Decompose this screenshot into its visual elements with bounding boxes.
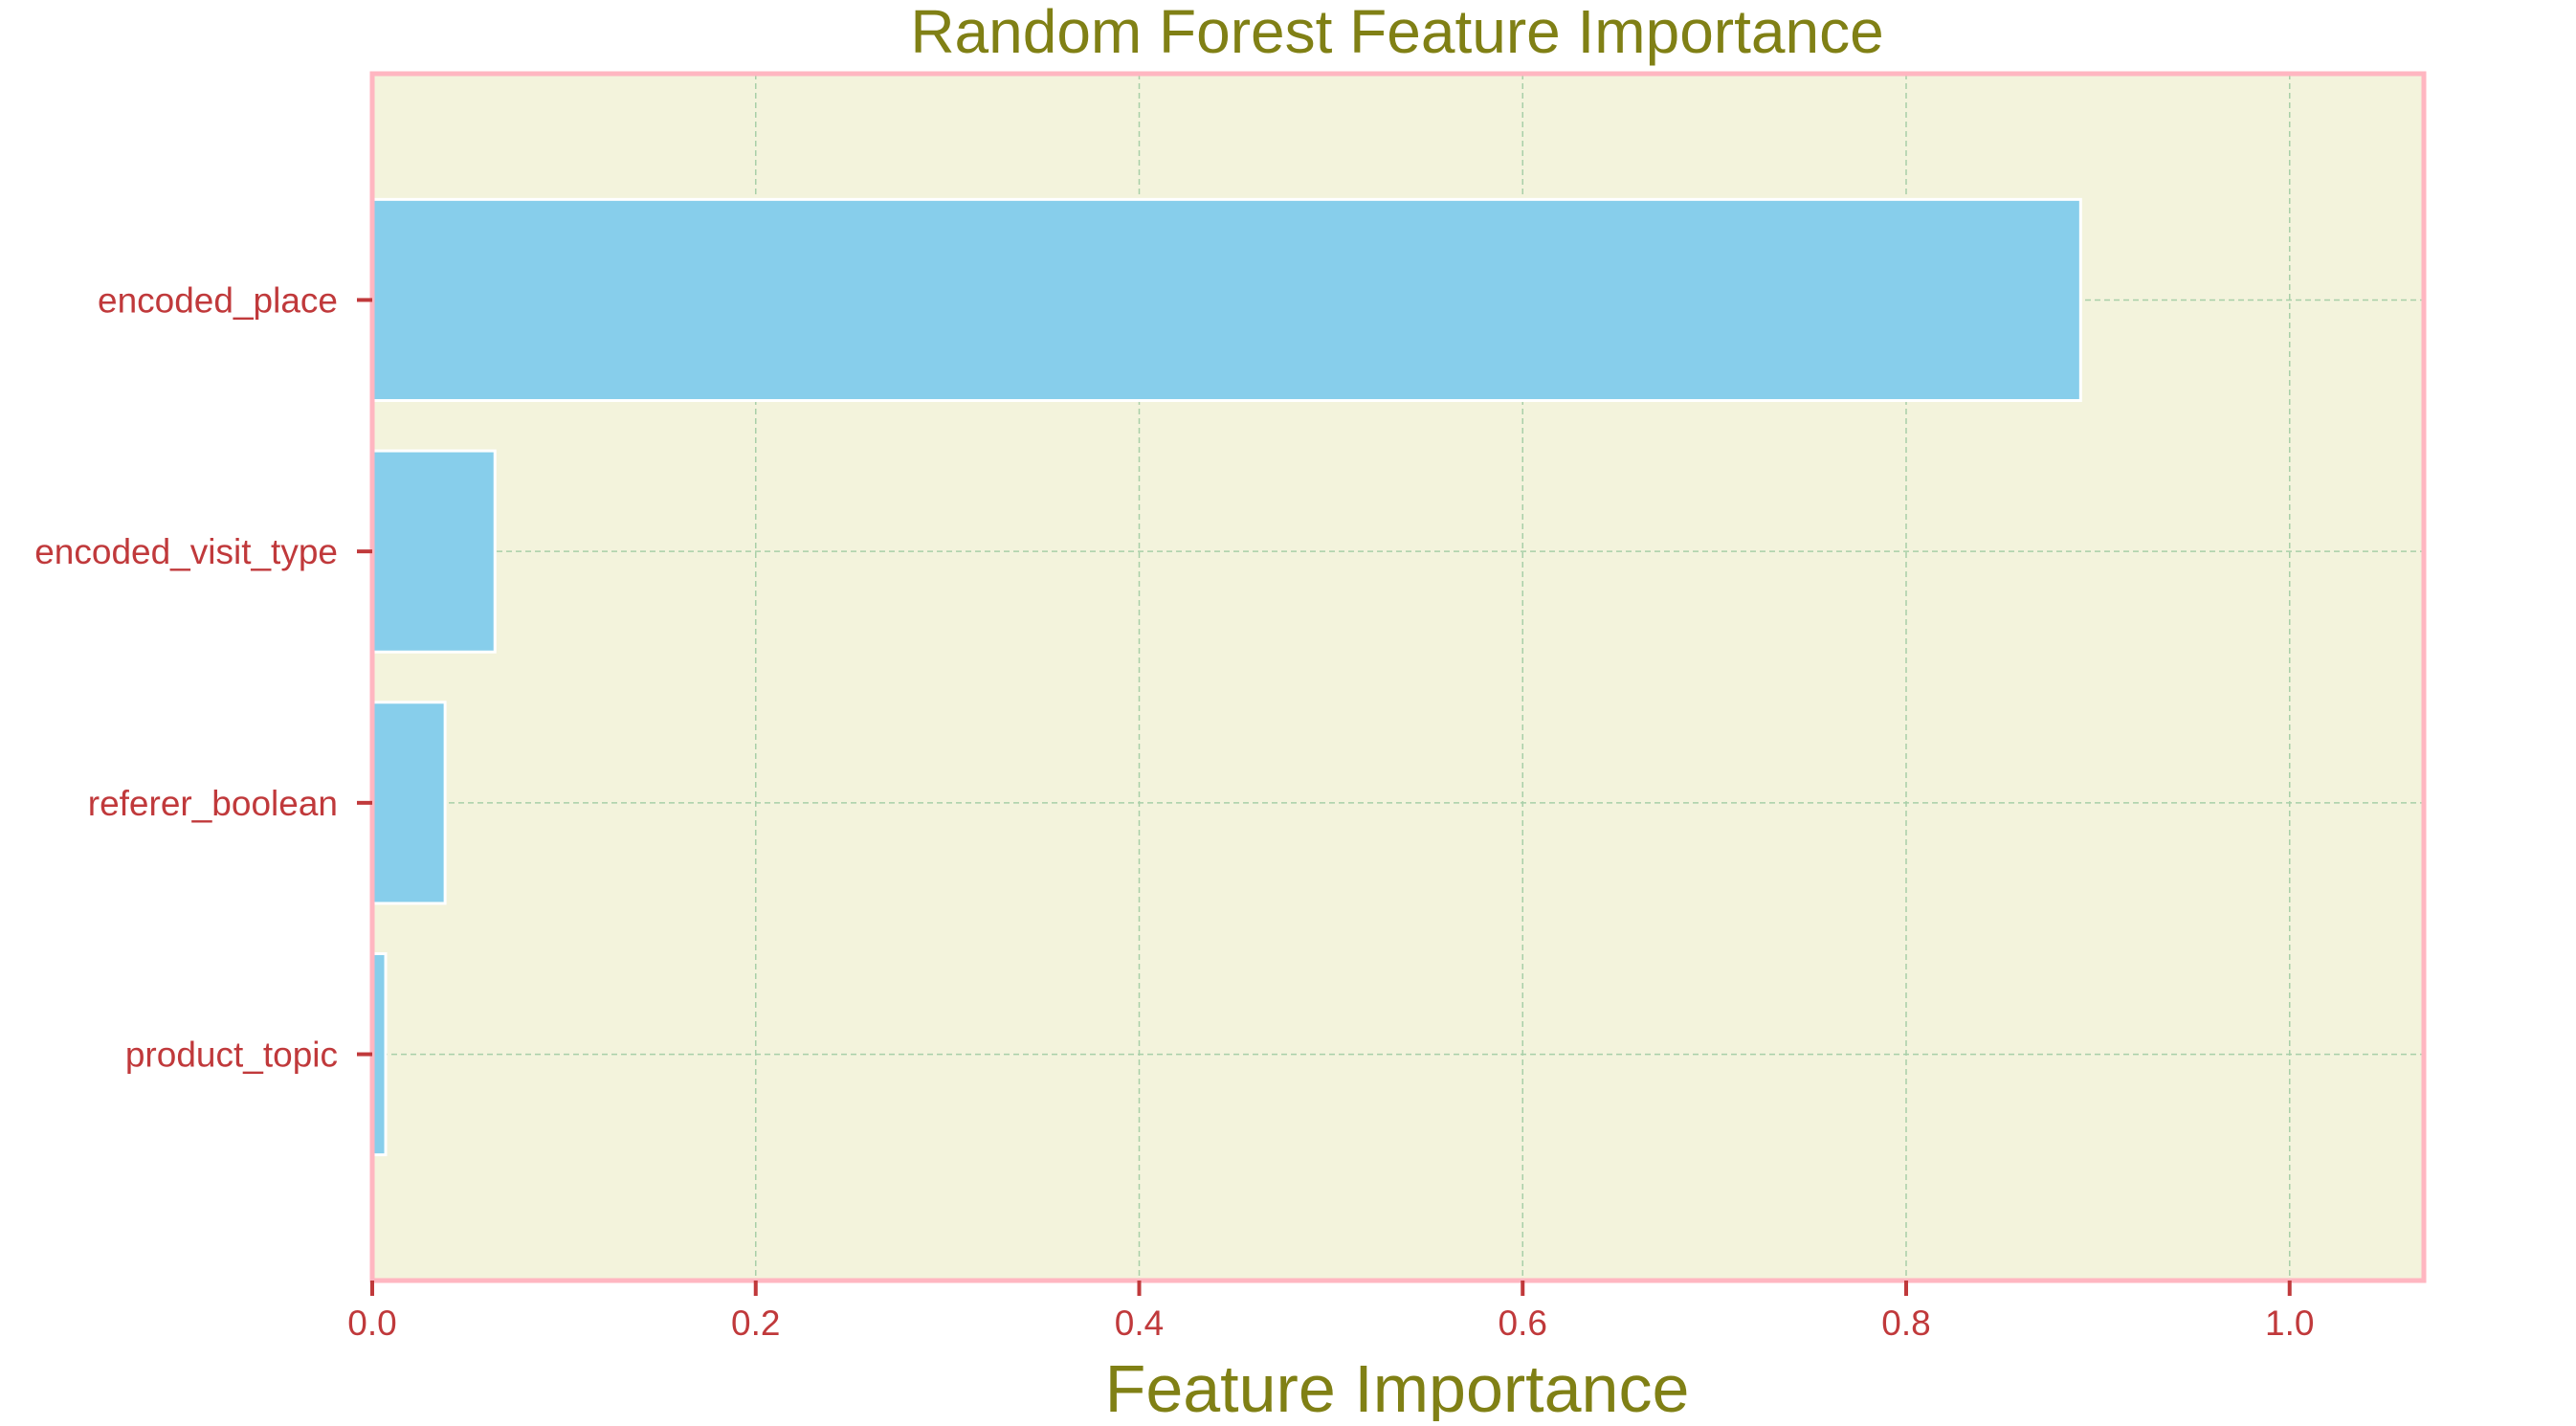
bar-encoded_visit_type [370,449,497,654]
x-tick-label-3: 0.6 [1499,1303,1547,1343]
x-tick-label-1: 0.2 [731,1303,780,1343]
y-tick-label-1: encoded_visit_type [34,532,338,571]
x-tick-label-0: 0.0 [347,1303,396,1343]
x-tick-label-2: 0.4 [1115,1303,1164,1343]
x-axis: 0.0 0.2 0.4 0.6 0.8 1.0 [347,1281,2314,1343]
x-axis-label: Feature Importance [1105,1351,1690,1421]
y-tick-label-2: referer_boolean [88,784,338,823]
chart-title: Random Forest Feature Importance [910,0,1883,66]
bar-referer_boolean [370,701,447,905]
x-tick-label-4: 0.8 [1881,1303,1930,1343]
y-tick-label-0: encoded_place [98,280,338,320]
y-axis: encoded_place encoded_visit_type referer_b… [34,280,372,1075]
x-tick-label-5: 1.0 [2265,1303,2314,1343]
bar-encoded_place [370,197,2082,403]
bars [370,197,2082,1157]
y-tick-label-3: product_topic [125,1036,338,1075]
plot-frame [369,71,2427,1283]
